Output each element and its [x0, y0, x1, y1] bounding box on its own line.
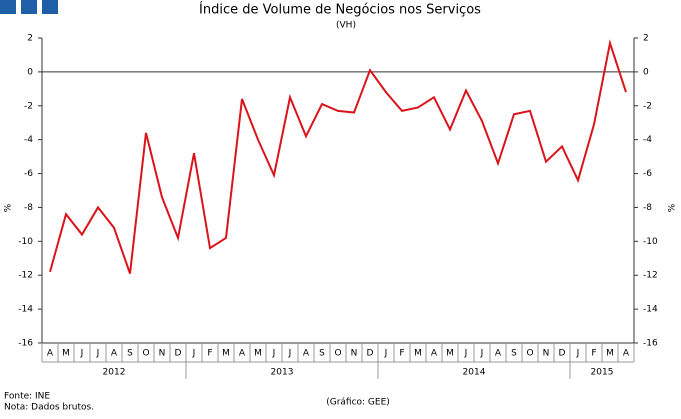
y2-tick-label: -12: [643, 271, 658, 281]
chart-title: Índice de Volume de Negócios nos Serviço…: [199, 2, 481, 18]
y-tick-label: -10: [18, 237, 33, 247]
y2-tick-label: -4: [643, 135, 652, 145]
x-tick-label: F: [591, 349, 596, 359]
logo-square: [42, 0, 58, 14]
x-tick-label: J: [480, 349, 484, 359]
y-tick-label: -14: [18, 305, 33, 315]
y-tick-label: 2: [27, 34, 33, 44]
y2-axis-label: %: [668, 203, 678, 212]
x-tick-label: J: [464, 349, 468, 359]
x-tick-label: J: [272, 349, 276, 359]
y-tick-label: -16: [18, 339, 33, 349]
x-tick-label: M: [222, 349, 230, 359]
x-tick-label: J: [288, 349, 292, 359]
x-tick-label: S: [127, 349, 133, 359]
y-axis-label: %: [4, 203, 14, 212]
y-tick-label: -8: [24, 203, 33, 213]
x-tick-label: J: [96, 349, 100, 359]
note: Nota: Dados brutos.: [4, 403, 94, 413]
x-tick-label: S: [511, 349, 517, 359]
x-tick-label: O: [142, 349, 149, 359]
x-tick-label: F: [399, 349, 404, 359]
year-label: 2014: [463, 368, 486, 378]
credit: (Gráfico: GEE): [326, 398, 390, 408]
x-tick-label: J: [80, 349, 84, 359]
x-tick-label: N: [351, 349, 358, 359]
y-tick-label: -4: [24, 135, 33, 145]
x-tick-label: N: [543, 349, 550, 359]
x-tick-label: A: [431, 349, 438, 359]
y-tick-label: -12: [18, 271, 33, 281]
y2-tick-label: -8: [643, 203, 652, 213]
x-tick-label: A: [47, 349, 54, 359]
x-tick-label: A: [495, 349, 502, 359]
series-line: [49, 39, 627, 274]
x-tick-label: M: [606, 349, 614, 359]
x-tick-label: O: [526, 349, 533, 359]
year-label: 2015: [591, 368, 614, 378]
x-tick-label: M: [254, 349, 262, 359]
y2-tick-label: -2: [643, 101, 652, 111]
source: Fonte: INE: [4, 392, 50, 402]
y2-tick-label: -10: [643, 237, 658, 247]
y2-tick-label: 0: [643, 67, 649, 77]
x-tick-label: M: [414, 349, 422, 359]
x-tick-label: D: [175, 349, 182, 359]
x-tick-label: D: [367, 349, 374, 359]
x-tick-label: N: [159, 349, 166, 359]
y-tick-label: 0: [27, 67, 33, 77]
chart-subtitle: (VH): [336, 21, 356, 31]
y2-tick-label: -6: [643, 169, 652, 179]
x-tick-label: A: [111, 349, 118, 359]
y2-tick-label: 2: [643, 34, 649, 44]
x-tick-label: F: [207, 349, 212, 359]
x-tick-label: M: [446, 349, 454, 359]
y2-tick-label: -16: [643, 339, 658, 349]
y-tick-label: -6: [24, 169, 33, 179]
x-tick-label: J: [192, 349, 196, 359]
year-label: 2013: [271, 368, 294, 378]
logo-square: [21, 0, 37, 14]
year-label: 2012: [103, 368, 126, 378]
y-tick-label: -2: [24, 101, 33, 111]
y2-tick-label: -14: [643, 305, 658, 315]
x-tick-label: A: [303, 349, 310, 359]
x-tick-label: M: [62, 349, 70, 359]
x-tick-label: S: [319, 349, 325, 359]
x-tick-label: J: [576, 349, 580, 359]
x-tick-label: J: [384, 349, 388, 359]
x-tick-label: A: [623, 349, 630, 359]
logo-square: [0, 0, 16, 14]
x-tick-label: O: [334, 349, 341, 359]
x-tick-label: D: [559, 349, 566, 359]
x-tick-label: A: [239, 349, 246, 359]
